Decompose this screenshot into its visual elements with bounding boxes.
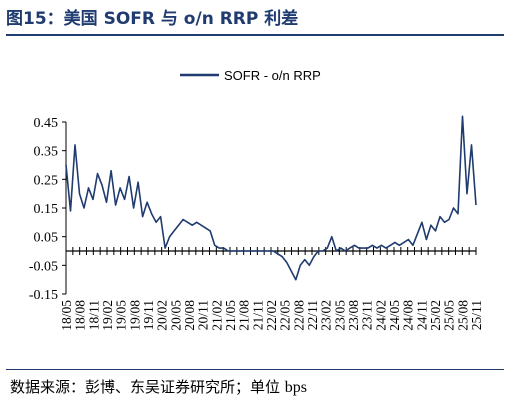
x-tick-label: 25/11 — [469, 300, 484, 330]
x-tick-label: 21/02 — [209, 300, 224, 331]
x-tick-label: 19/11 — [141, 300, 156, 330]
x-tick-label: 21/11 — [250, 300, 265, 330]
legend: SOFR - o/n RRP — [180, 68, 321, 83]
source-note: 数据来源：彭博、东吴证券研究所；单位 bps — [10, 374, 500, 400]
source-unit: bps — [284, 379, 308, 396]
x-tick-label: 19/05 — [114, 300, 129, 331]
x-tick-label: 18/05 — [59, 300, 74, 331]
x-tick-label: 23/08 — [346, 300, 361, 331]
source-label: 数据来源：彭博、东吴证券研究所；单位 — [10, 378, 281, 396]
y-tick-label: -0.05 — [29, 259, 58, 274]
x-tick-label: 20/05 — [168, 300, 183, 331]
x-tick-label: 25/02 — [428, 300, 443, 331]
x-tick-label: 23/02 — [319, 300, 334, 331]
figure-title: 图15：美国 SOFR 与 o/n RRP 利差 — [6, 9, 299, 29]
x-tick-label: 19/08 — [127, 300, 142, 331]
x-tick-label: 23/05 — [332, 300, 347, 331]
y-axis: 0.45 0.35 0.25 0.15 0.05 -0.05 -0.15 — [29, 116, 67, 303]
x-tick-label: 21/05 — [223, 300, 238, 331]
x-tick-label: 22/02 — [264, 300, 279, 331]
x-tick-label: 19/02 — [100, 300, 115, 331]
x-tick-label: 20/08 — [182, 300, 197, 331]
x-axis: 18/0518/0818/1119/0219/0519/0819/1120/02… — [59, 247, 484, 331]
y-tick-label: 0.25 — [34, 173, 59, 188]
x-tick-label: 22/08 — [291, 300, 306, 331]
y-tick-label: 0.05 — [34, 231, 59, 246]
title-rule — [6, 34, 504, 36]
series-layer — [65, 115, 477, 281]
x-tick-label: 22/05 — [278, 300, 293, 331]
x-tick-label: 24/11 — [414, 300, 429, 330]
x-tick-label: 22/11 — [305, 300, 320, 330]
y-tick-label: 0.35 — [34, 145, 59, 160]
x-tick-label: 25/05 — [442, 300, 457, 331]
x-tick-label: 24/05 — [387, 300, 402, 331]
y-tick-label: 0.15 — [34, 202, 59, 217]
x-tick-label: 21/08 — [237, 300, 252, 331]
legend-label: SOFR - o/n RRP — [224, 68, 321, 83]
series-line-0 — [65, 115, 477, 281]
x-tick-label: 20/02 — [155, 300, 170, 331]
y-tick-label: -0.15 — [29, 288, 58, 303]
x-tick-label: 24/08 — [401, 300, 416, 331]
x-tick-label: 18/08 — [73, 300, 88, 331]
x-tick-label: 24/02 — [373, 300, 388, 331]
x-tick-label: 25/08 — [455, 300, 470, 331]
x-tick-label: 20/11 — [196, 300, 211, 330]
y-tick-label: 0.45 — [34, 116, 59, 131]
footer-rule — [6, 369, 504, 370]
x-tick-label: 18/11 — [86, 300, 101, 330]
x-tick-label: 23/11 — [360, 300, 375, 330]
